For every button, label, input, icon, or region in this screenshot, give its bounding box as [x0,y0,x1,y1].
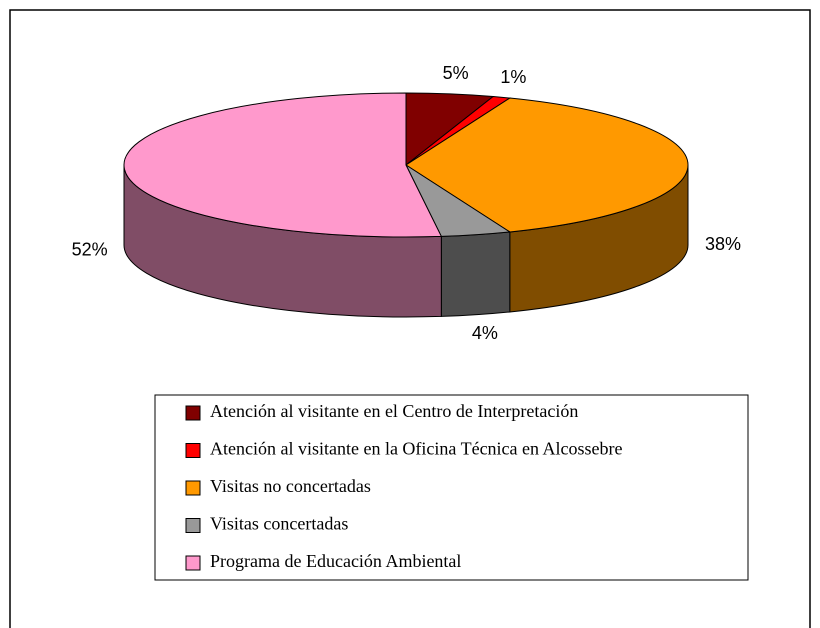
chart-frame [9,9,811,628]
slice-side [440,231,511,317]
legend-swatch [185,480,201,496]
data-label: 5% [443,63,469,83]
legend-label: Atención al visitante en la Oficina Técn… [210,439,623,459]
data-label: 4% [472,323,498,343]
data-label: 52% [72,240,108,260]
legend-swatch [185,518,201,533]
legend-swatch [185,555,201,571]
slice [123,92,443,238]
legend-label: Visitas no concertadas [210,476,371,496]
legend-swatch [185,443,201,458]
legend-label: Atención al visitante en el Centro de In… [210,401,578,421]
data-label: 38% [705,234,741,254]
legend-box [154,394,749,581]
legend-label: Programa de Educación Ambiental [210,551,461,571]
data-label: 1% [500,67,526,87]
legend-swatch [185,405,201,421]
slice [405,97,689,233]
legend-label: Visitas concertadas [210,514,348,534]
